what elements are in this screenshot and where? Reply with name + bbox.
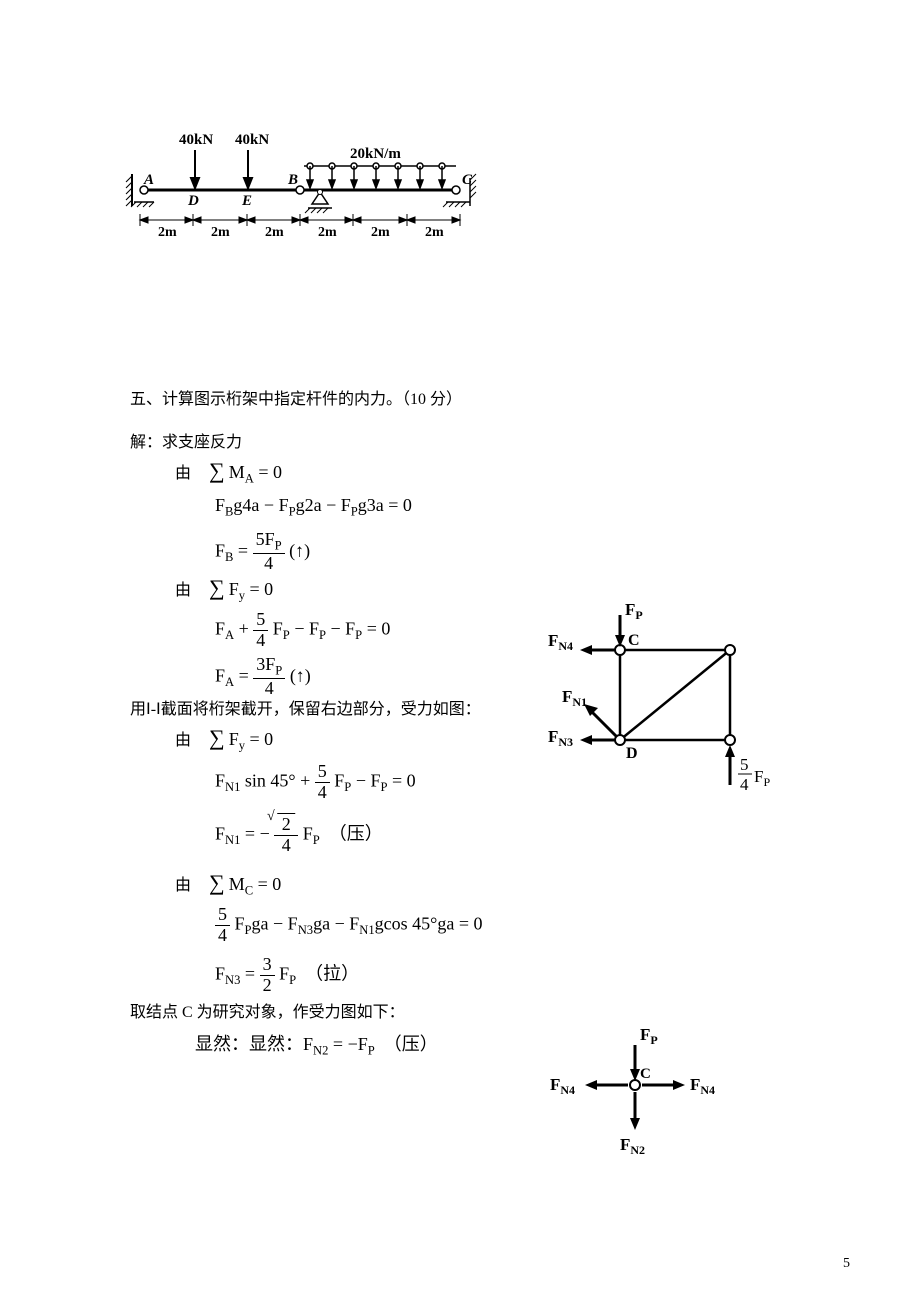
eq-FB: FB = 5FP4 (↑) xyxy=(215,530,310,574)
load-q: 20kN/m xyxy=(350,146,401,162)
svg-text:FN1: FN1 xyxy=(562,687,587,709)
page: 40kN 40kN 20kN/m A D E B C 2m 2m 2m 2m 2… xyxy=(0,0,920,1302)
sqrt-fix: √ xyxy=(267,809,275,825)
beam-diagram: 40kN 40kN 20kN/m A D E B C 2m 2m 2m 2m 2… xyxy=(120,120,480,260)
load-p1: 40kN xyxy=(179,132,213,148)
eq-Fy2: FN1 sin 45° + 54 FP − FP = 0 xyxy=(215,762,416,803)
svg-text:FP: FP xyxy=(640,1025,658,1047)
svg-text:FN4: FN4 xyxy=(548,631,573,653)
eq-FN3: FN3 = 32 FP （拉） xyxy=(215,955,359,996)
node-E: E xyxy=(241,193,252,209)
svg-text:4: 4 xyxy=(740,775,749,794)
problem-title: 五、计算图示桁架中指定杆件的内力。（10 分） xyxy=(130,385,462,409)
svg-text:FP: FP xyxy=(625,600,643,622)
span-5: 2m xyxy=(371,225,390,240)
by-1: 由 xyxy=(175,465,191,482)
eq-MC: 54 FPga − FN3ga − FN1gcos 45°ga = 0 xyxy=(215,905,483,946)
svg-text:FN4: FN4 xyxy=(550,1075,575,1097)
node-C: C xyxy=(462,172,473,188)
eq-Fy1: FA + 54 FP − FP − FP = 0 xyxy=(215,610,390,651)
svg-text:FN2: FN2 xyxy=(620,1135,645,1157)
svg-text:C: C xyxy=(628,632,640,649)
eq-FN1: FN1 = − 2 4 FP （压） xyxy=(215,815,383,856)
span-4: 2m xyxy=(318,225,337,240)
node-B: B xyxy=(287,172,298,188)
fbd2-diagram: FP C FN4 FN4 FN2 xyxy=(520,1010,750,1160)
node-A: A xyxy=(143,172,154,188)
span-6: 2m xyxy=(425,225,444,240)
svg-text:D: D xyxy=(626,745,638,762)
load-p2: 40kN xyxy=(235,132,269,148)
svg-text:C: C xyxy=(640,1066,651,1082)
by-3: 由 xyxy=(175,732,191,749)
eq-FN2: 显然：显然：FN2 = −FP （压） xyxy=(195,1030,438,1059)
fbd1-diagram: FP C FN4 FN1 FN3 D 5 4 FP xyxy=(530,590,780,810)
eq-FA: FA = 3FP4 (↑) xyxy=(215,655,311,699)
page-number: 5 xyxy=(843,1256,850,1272)
by-4: 由 xyxy=(175,877,191,894)
eq-MA: FBg4a − FPg2a − FPg3a = 0 xyxy=(215,495,412,520)
by-2: 由 xyxy=(175,582,191,599)
span-1: 2m xyxy=(158,225,177,240)
span-3: 2m xyxy=(265,225,284,240)
nodeC-text: 取结点 C 为研究对象，作受力图如下： xyxy=(130,998,405,1022)
node-D: D xyxy=(187,193,199,209)
span-2: 2m xyxy=(211,225,230,240)
cut-text: 用Ⅰ-Ⅰ截面将桁架截开，保留右边部分，受力如图： xyxy=(130,695,481,719)
svg-text:FP: FP xyxy=(754,767,770,789)
svg-text:FN4: FN4 xyxy=(690,1075,715,1097)
intro: 解：求支座反力 xyxy=(130,428,242,452)
svg-text:FN3: FN3 xyxy=(548,727,573,749)
svg-text:5: 5 xyxy=(740,755,749,774)
